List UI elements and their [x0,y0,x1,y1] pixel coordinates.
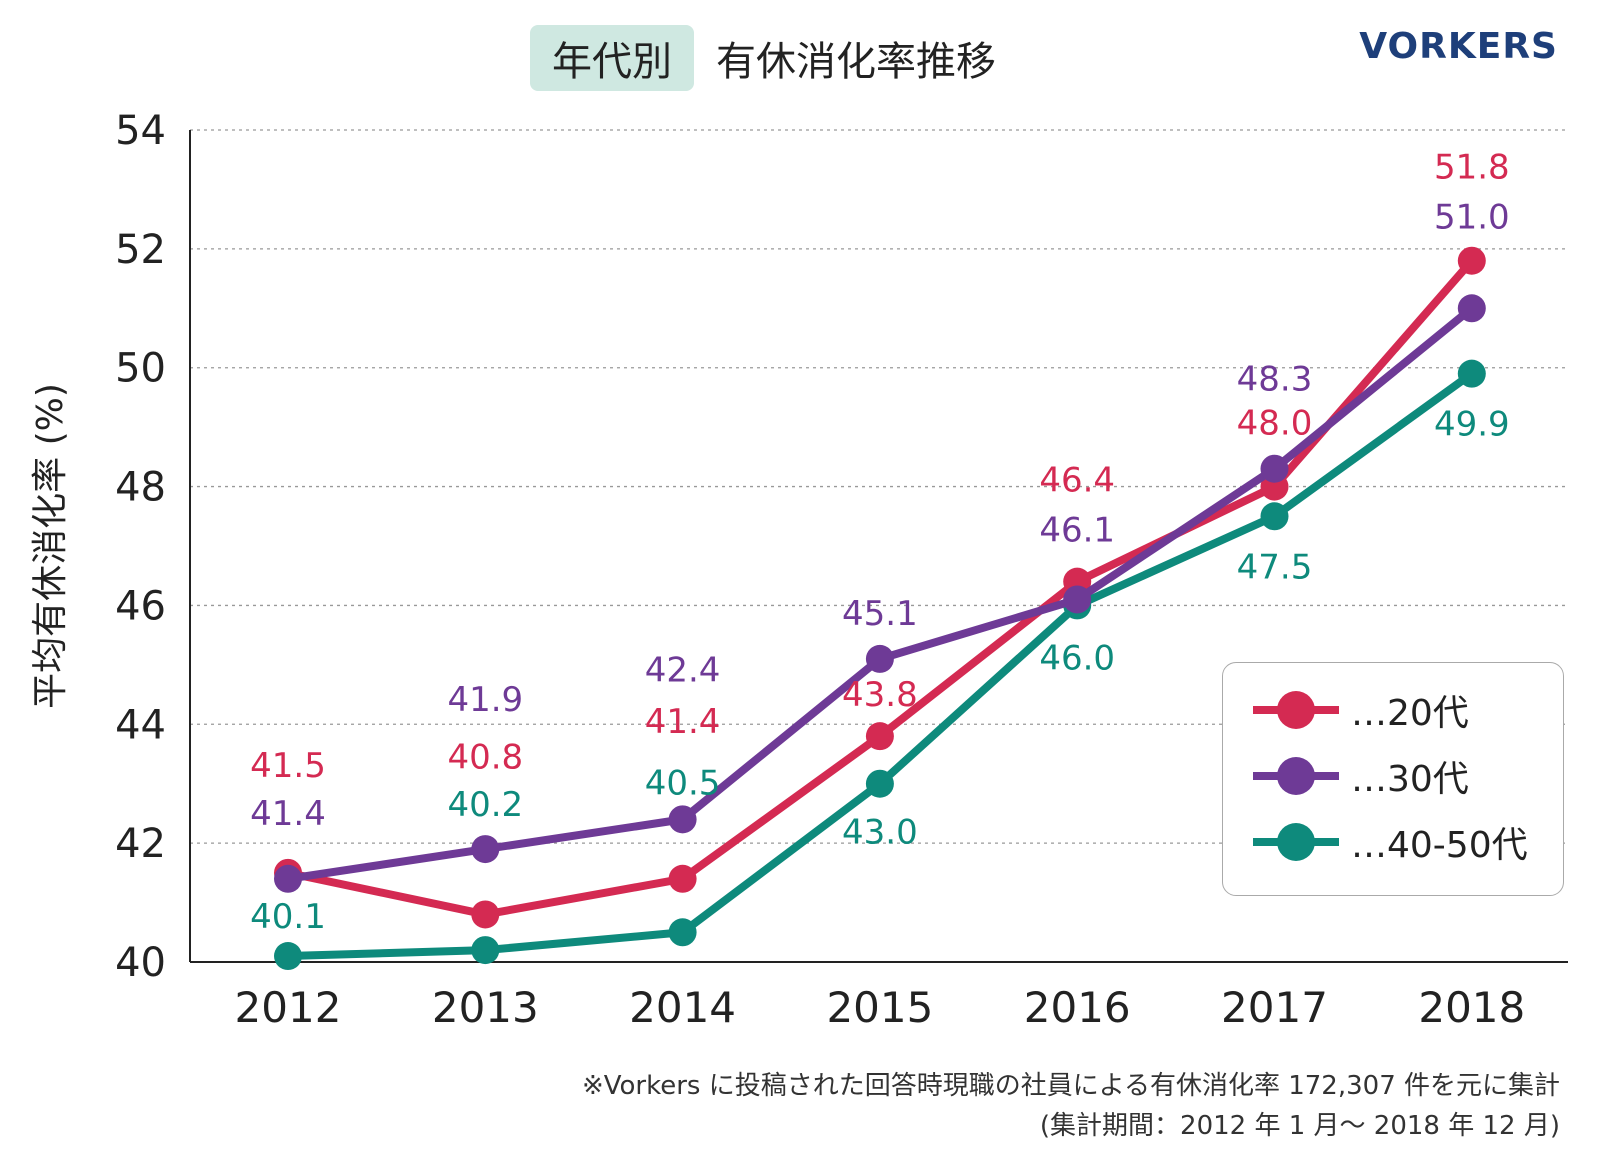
data-point [274,942,302,971]
y-tick-label: 46 [115,583,166,629]
x-tick-label: 2018 [1418,983,1525,1032]
data-label: 49.9 [1434,405,1510,445]
x-tick-label: 2017 [1221,983,1328,1032]
data-point [865,644,894,673]
data-label: 43.0 [842,813,918,853]
data-label: 51.0 [1434,197,1510,237]
footnote-line-2: (集計期間：2012 年 1 月～ 2018 年 12 月) [1039,1111,1560,1141]
data-label: 48.0 [1237,404,1313,444]
data-label: 41.4 [645,702,721,742]
data-label: 40.8 [447,737,523,777]
data-label: 51.8 [1434,148,1510,188]
data-label: 40.2 [447,785,523,825]
legend-swatch [1253,817,1339,867]
data-label: 45.1 [842,594,918,634]
data-label: 41.4 [250,794,326,834]
data-label: 43.8 [842,675,918,715]
x-tick-label: 2014 [629,983,736,1032]
legend-item: …40-50代 [1223,817,1528,867]
y-tick-label: 40 [115,940,166,986]
title-badge: 年代別 [530,25,694,91]
y-tick-label: 50 [115,346,166,392]
data-point [1063,585,1092,614]
data-point [471,936,500,965]
legend-swatch [1253,685,1339,735]
data-point [668,918,697,947]
data-point [274,864,302,893]
data-label: 47.5 [1237,547,1313,587]
data-point [471,900,500,929]
brand-logo: VORKERS [1359,26,1558,67]
data-point [668,805,697,834]
data-point [865,769,894,798]
x-tick-label: 2015 [826,983,933,1032]
x-tick-label: 2016 [1024,983,1131,1032]
data-point [1457,294,1486,323]
legend-label: …30代 [1351,759,1469,800]
data-point [865,722,894,751]
y-axis-label: 平均有休消化率 (%) [30,383,71,709]
data-point [1260,502,1289,531]
data-label: 40.1 [250,897,326,937]
y-tick-label: 52 [115,227,166,273]
legend: …20代 …30代 …40-50代 [1222,662,1564,896]
x-tick-label: 2012 [235,983,342,1032]
y-tick-label: 48 [115,465,166,511]
data-point [668,864,697,893]
data-point [1457,246,1486,275]
legend-item: …20代 [1223,685,1469,735]
data-label: 40.5 [645,763,721,803]
title-text: 有休消化率推移 [716,39,996,85]
data-label: 41.5 [250,746,326,786]
y-tick-label: 54 [115,108,166,154]
data-label: 46.4 [1039,461,1115,501]
data-point [471,835,500,864]
data-point [1457,359,1486,388]
data-point [1260,454,1289,483]
footnote-line-1: ※Vorkers に投稿された回答時現職の社員による有休消化率 172,307 … [581,1071,1560,1101]
legend-swatch [1253,751,1339,801]
x-tick-label: 2013 [432,983,539,1032]
chart-title: 年代別 有休消化率推移 [530,25,996,91]
data-label: 46.0 [1039,638,1115,678]
data-label: 41.9 [447,680,523,720]
legend-label: …40-50代 [1351,825,1528,866]
data-label: 46.1 [1039,510,1115,550]
y-tick-label: 44 [115,702,166,748]
legend-item: …30代 [1223,751,1469,801]
y-tick-label: 42 [115,821,166,867]
data-label: 42.4 [645,650,721,690]
footnote: ※Vorkers に投稿された回答時現職の社員による有休消化率 172,307 … [582,1066,1560,1146]
legend-label: …20代 [1351,693,1469,734]
data-label: 48.3 [1237,360,1313,400]
